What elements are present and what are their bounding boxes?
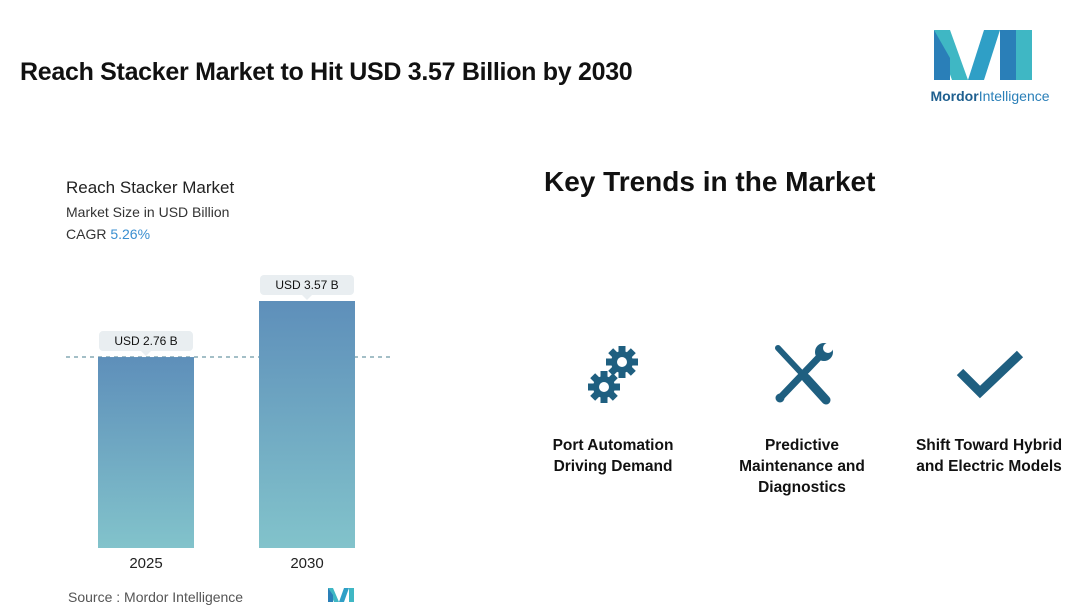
- chart-header: Reach Stacker Market Market Size in USD …: [66, 178, 234, 242]
- cagr-value: 5.26%: [110, 226, 151, 242]
- tools-icon: [775, 343, 833, 405]
- mordor-intelligence-logo: MordorIntelligence: [920, 28, 1060, 108]
- gears-icon: [588, 346, 638, 403]
- data-label-pointer: [302, 295, 312, 300]
- x-tick-label: 2025: [129, 555, 162, 572]
- bar-2030: [259, 301, 355, 548]
- trend-label-hybrid-electric: Shift Toward Hybrid and Electric Models: [915, 437, 1063, 475]
- page-title: Reach Stacker Market to Hit USD 3.57 Bil…: [20, 58, 633, 86]
- chart-cagr: CAGR 5.26%: [66, 226, 151, 242]
- trend-label-port-automation: Port Automation Driving Demand: [552, 437, 674, 475]
- trend-label-predictive-maintenance: Predictive Maintenance and Diagnostics: [739, 437, 865, 496]
- bar-2025: [98, 357, 194, 548]
- x-tick-label: 2030: [290, 555, 323, 572]
- data-label: USD 2.76 B: [114, 334, 177, 348]
- data-label-bg: [260, 275, 354, 295]
- chart-subtitle: Market Size in USD Billion: [66, 204, 230, 220]
- data-label-pointer: [141, 351, 151, 357]
- trends-title: Key Trends in the Market: [544, 166, 876, 197]
- logo-text: MordorIntelligence: [930, 88, 1050, 104]
- data-label: USD 3.57 B: [275, 278, 338, 292]
- checkmark-icon: [956, 350, 1024, 399]
- data-label-bg: [99, 331, 193, 352]
- source-logo-icon: [328, 588, 354, 602]
- logo-mark-icon: [934, 30, 1032, 80]
- source-note: Source : Mordor Intelligence: [68, 589, 244, 605]
- chart-title: Reach Stacker Market: [66, 178, 235, 197]
